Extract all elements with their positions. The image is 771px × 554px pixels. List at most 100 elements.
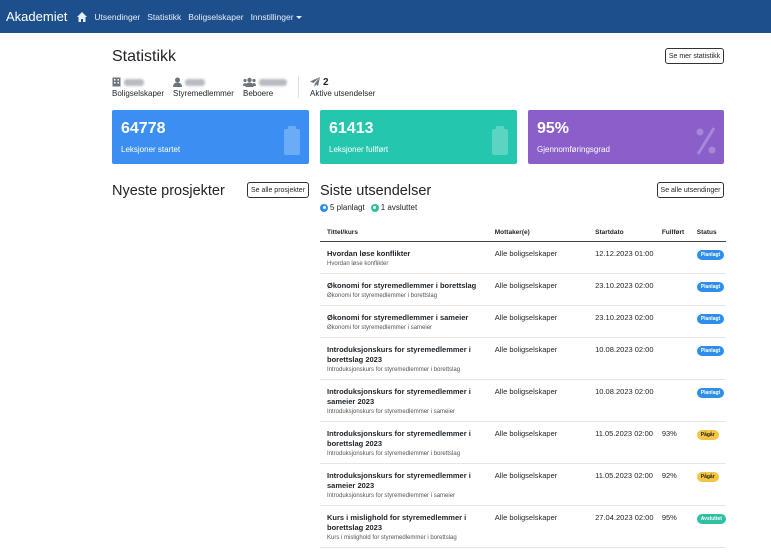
stat-card-gjennomforingsgrad: 95% Gjennomføringsgrad [528, 110, 724, 164]
table-row[interactable]: Økonomi for styremedlemmer i borettslag Ø… [320, 273, 726, 306]
completed [654, 241, 690, 274]
page-title: Statistikk [112, 48, 177, 65]
column-header[interactable]: Status [689, 224, 726, 242]
column-header[interactable]: Tittel/kurs [320, 224, 488, 242]
nav-dropdown-label: Innstillinger [250, 11, 294, 22]
course-subtitle: Kurs i mislighold for styremedlemmer i b… [327, 534, 457, 541]
course-subtitle: Økonomi for styremedlemmer i borettslag [327, 292, 438, 299]
start-date: 11.05.2023 02:00 [588, 421, 655, 464]
summary-styremedlemmer: Styremedlemmer [173, 76, 234, 98]
sends-title: Siste utsendelser [320, 183, 432, 199]
blurred-count [259, 78, 287, 86]
course-subtitle: Introduksjonskurs for styremedlemmer i s… [327, 408, 456, 415]
percent-icon [696, 127, 716, 155]
stat-value: 61413 [329, 120, 374, 137]
top-navbar: Akademiet Utsendinger Statistikk Boligse… [0, 0, 771, 33]
table-row[interactable]: Økonomi for styremedlemmer i sameier Økon… [320, 305, 726, 338]
table-row[interactable]: Kurs i mislighold for styremedlemmer i b… [320, 505, 726, 548]
status-badge: Planlagt [696, 249, 725, 260]
summary-label: Styremedlemmer [173, 89, 234, 98]
status-badge: Pågår [696, 429, 719, 440]
status-badge: Planlagt [696, 345, 725, 356]
summary-label: Beboere [243, 89, 274, 98]
course-title[interactable]: Introduksjonskurs for styremedlemmer i s… [327, 386, 471, 406]
recipient: Alle boligselskaper [487, 379, 589, 422]
start-date: 27.04.2023 02:00 [588, 505, 655, 548]
course-title[interactable]: Økonomi for styremedlemmer i sameier [327, 312, 469, 322]
summary-label: Aktive utsendelser [310, 89, 376, 98]
clipboard-check-icon [492, 126, 508, 155]
status-badge: Pågår [696, 471, 719, 482]
see-all-sends-button[interactable]: Se alle utsendinger [657, 182, 724, 198]
sends-table: Tittel/kurs Mottaker(e) Startdato Fullfø… [320, 224, 726, 548]
nav-dropdown-innstillinger[interactable]: Innstillinger [251, 12, 302, 22]
column-header[interactable]: Startdato [588, 224, 655, 242]
nav-link-boligselskaper[interactable]: Boligselskaper [188, 11, 244, 22]
status-badge: Planlagt [696, 387, 725, 398]
column-header[interactable]: Fullført [654, 224, 690, 242]
more-stats-button[interactable]: Se mer statistikk [665, 48, 724, 64]
stat-value: 95% [537, 120, 570, 137]
table-row[interactable]: Hvordan løse konflikter Hvordan løse konf… [320, 241, 726, 274]
course-title[interactable]: Introduksjonskurs for styremedlemmer i b… [327, 344, 471, 364]
recipient: Alle boligselskaper [487, 337, 589, 380]
blurred-count [185, 78, 205, 86]
course-title[interactable]: Introduksjonskurs for styremedlemmer i b… [327, 428, 471, 448]
summary-beboere: Beboere [243, 76, 287, 98]
completed: 93% [654, 421, 690, 464]
aktive-count: 2 [323, 76, 329, 88]
summary-divider [298, 76, 299, 98]
clipboard-icon [284, 126, 300, 155]
see-all-projects-button[interactable]: Se alle prosjekter [247, 182, 309, 198]
course-title[interactable]: Kurs i mislighold for styremedlemmer i b… [327, 512, 467, 532]
completed [654, 305, 690, 338]
summary-label: Boligselskaper [112, 89, 165, 98]
users-icon [243, 77, 256, 87]
start-date: 10.08.2023 02:00 [588, 337, 655, 380]
course-title[interactable]: Hvordan løse konflikter [327, 248, 411, 258]
table-row[interactable]: Introduksjonskurs for styremedlemmer i s… [320, 379, 726, 422]
recipient: Alle boligselskaper [487, 421, 589, 464]
chevron-down-icon [295, 15, 302, 19]
completed: 92% [654, 463, 690, 506]
table-header-row: Tittel/kurs Mottaker(e) Startdato Fullfø… [320, 224, 726, 242]
brand-logo[interactable]: Akademiet [6, 9, 68, 24]
status-badge: Planlagt [696, 313, 725, 324]
course-title[interactable]: Introduksjonskurs for styremedlemmer i s… [327, 470, 471, 490]
completed [654, 379, 690, 422]
home-icon[interactable] [76, 11, 88, 23]
table-row[interactable]: Introduksjonskurs for styremedlemmer i b… [320, 337, 726, 380]
stat-card-leksjoner-startet: 64778 Leksjoner startet [112, 110, 309, 164]
recipient: Alle boligselskaper [487, 273, 589, 306]
completed [654, 337, 690, 380]
nav-link-statistikk[interactable]: Statistikk [147, 11, 182, 22]
summary-boligselskaper: Boligselskaper [112, 76, 164, 98]
course-title[interactable]: Økonomi for styremedlemmer i borettslag [327, 280, 477, 290]
stat-label: Leksjoner fullført [329, 145, 389, 154]
course-subtitle: Introduksjonskurs for styremedlemmer i s… [327, 492, 456, 499]
start-date: 23.10.2023 02:00 [588, 273, 655, 306]
finished-legend: 1 avsluttet [380, 203, 418, 212]
course-subtitle: Hvordan løse konflikter [327, 260, 389, 267]
user-icon [173, 77, 182, 87]
start-date: 23.10.2023 02:00 [588, 305, 655, 338]
recipient: Alle boligselskaper [487, 505, 589, 548]
table-row[interactable]: Introduksjonskurs for styremedlemmer i s… [320, 463, 726, 506]
status-badge: Planlagt [696, 281, 725, 292]
recipient: Alle boligselskaper [487, 305, 589, 338]
nav-link-utsendinger[interactable]: Utsendinger [94, 11, 141, 22]
course-subtitle: Introduksjonskurs for styremedlemmer i b… [327, 450, 461, 457]
stat-label: Gjennomføringsgrad [537, 145, 610, 154]
column-header[interactable]: Mottaker(e) [487, 224, 589, 242]
status-badge: Avsluttet [696, 513, 726, 524]
recipient: Alle boligselskaper [487, 463, 589, 506]
stat-value: 64778 [121, 120, 166, 137]
start-date: 10.08.2023 02:00 [588, 379, 655, 422]
stat-card-leksjoner-fullfort: 61413 Leksjoner fullført [320, 110, 517, 164]
status-legend: 5 planlagt 1 avsluttet [320, 203, 417, 212]
finished-dot-icon [370, 203, 379, 212]
blurred-count [124, 78, 144, 86]
paper-plane-icon [310, 77, 320, 87]
start-date: 12.12.2023 01:00 [588, 241, 655, 274]
table-row[interactable]: Introduksjonskurs for styremedlemmer i b… [320, 421, 726, 464]
